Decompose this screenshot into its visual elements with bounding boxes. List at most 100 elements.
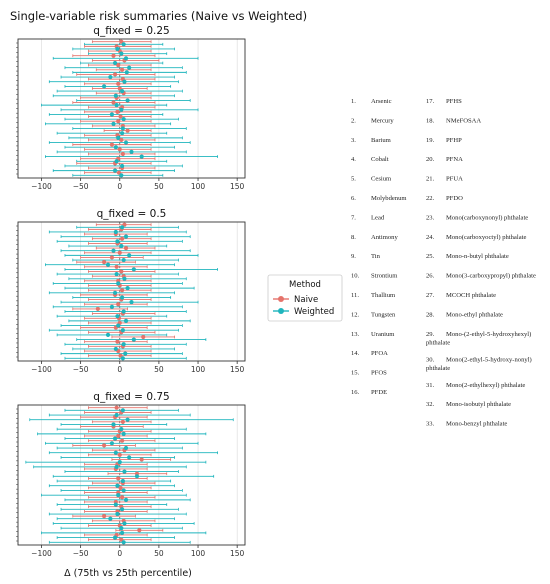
weighted-point: [119, 107, 124, 112]
weighted-point: [112, 60, 118, 66]
x-tick-label: 150: [230, 549, 245, 558]
weighted-point: [115, 314, 120, 319]
key-variable-name: Cesium: [371, 176, 392, 183]
key-variable-name: PFOS: [371, 370, 387, 377]
naive-point: [139, 457, 144, 462]
key-variable-name: Mono(carboxyoctyl) phthalate: [446, 234, 526, 241]
weighted-point: [123, 140, 129, 145]
weighted-point: [124, 70, 129, 75]
weighted-point: [120, 295, 125, 300]
naive-point: [109, 255, 115, 260]
key-variable-name: Mono(2-ethyl-5-hydroxy-nonyl): [446, 356, 532, 363]
naive-point: [102, 260, 107, 265]
legend-weighted-label: Weighted: [294, 307, 334, 317]
x-tick-label: 0: [117, 182, 122, 191]
weighted-point: [120, 163, 125, 169]
key-number: 16.: [351, 389, 360, 396]
weighted-point: [120, 478, 125, 484]
key-number: 22.: [426, 195, 435, 202]
naive-point: [117, 147, 122, 152]
naive-point: [115, 109, 120, 114]
naive-point: [119, 137, 124, 143]
key-number: 21.: [426, 176, 435, 183]
key-number: 8.: [351, 234, 356, 241]
key-number: 18.: [426, 117, 435, 124]
weighted-point: [108, 516, 113, 521]
key-number: 24.: [426, 234, 435, 241]
key-number: 27.: [426, 292, 435, 299]
weighted-point: [120, 88, 125, 94]
weighted-point: [113, 502, 118, 507]
weighted-point: [122, 521, 127, 526]
key-number: 32.: [426, 401, 435, 408]
key-number: 2.: [351, 117, 356, 124]
weighted-point: [121, 342, 126, 347]
weighted-point: [114, 412, 119, 418]
x-tick-label: 100: [191, 182, 206, 191]
key-variable-name: PFDO: [446, 195, 463, 202]
naive-point: [112, 72, 118, 77]
naive-point: [116, 433, 121, 439]
key-variable-name: PFOA: [371, 350, 388, 357]
key-variable-name: NMeFOSAA: [446, 117, 481, 124]
variable-key: 1. Arsenic 2. Mercury 3. Barium 4. Cobalt 5. Cesi…: [351, 98, 536, 428]
key-variable-name: Mono(carboxynonyl) phthalate: [446, 214, 528, 221]
key-variable-name: Mono-n-butyl phthalate: [446, 253, 509, 260]
naive-point: [120, 419, 125, 424]
weighted-point: [114, 464, 119, 469]
x-tick-label: −100: [31, 549, 52, 558]
key-number: 33.: [426, 421, 435, 428]
naive-point: [120, 236, 125, 241]
key-variable-name: Tungsten: [371, 311, 396, 318]
key-number: 13.: [351, 331, 360, 338]
weighted-point: [111, 121, 116, 126]
naive-point: [120, 495, 125, 500]
key-number: 23.: [426, 214, 435, 221]
weighted-point: [120, 225, 125, 230]
weighted-point: [119, 173, 124, 178]
plot-frame: [17, 404, 246, 546]
naive-point: [116, 119, 121, 124]
weighted-point: [120, 328, 125, 333]
legend-title: Method: [289, 280, 321, 290]
weighted-point: [129, 149, 134, 155]
weighted-point: [108, 74, 113, 80]
x-tick-label: −50: [73, 549, 89, 558]
weighted-point: [114, 271, 119, 277]
key-variable-name: Strontium: [371, 273, 398, 280]
key-variable-name: Barium: [371, 137, 392, 144]
x-axis-label: Δ (75th vs 25th percentile): [64, 568, 192, 579]
key-number: 19.: [426, 137, 435, 144]
key-variable-name: MCOCH phthalate: [446, 292, 496, 299]
key-variable-name: Tin: [371, 253, 381, 260]
weighted-point: [127, 65, 132, 70]
weighted-point: [123, 234, 129, 239]
weighted-point: [121, 117, 126, 122]
key-number: 5.: [351, 176, 356, 183]
weighted-point: [123, 445, 129, 451]
naive-point: [120, 288, 125, 293]
naive-point: [95, 306, 100, 312]
naive-point: [118, 114, 123, 119]
weighted-point: [112, 168, 118, 173]
legend: Method Naive Weighted: [267, 274, 343, 322]
weighted-point: [120, 126, 125, 131]
weighted-point: [125, 417, 130, 422]
x-tick-label: 100: [191, 365, 206, 374]
weighted-point: [121, 257, 126, 263]
key-variable-name: Mono(3-carboxypropyl) phthalate: [446, 273, 536, 280]
naive-point: [137, 528, 142, 533]
weighted-point: [119, 526, 124, 531]
naive-point: [114, 264, 119, 269]
weighted-point: [113, 346, 118, 352]
naive-point: [125, 128, 130, 133]
weighted-point: [123, 497, 129, 502]
key-number: 7.: [351, 214, 356, 221]
naive-point: [102, 443, 107, 448]
x-tick-label: −100: [31, 365, 52, 374]
key-number: 4.: [351, 156, 356, 163]
naive-point: [123, 245, 129, 251]
weighted-point: [122, 469, 127, 474]
key-number: 17.: [426, 98, 435, 105]
weighted-point: [127, 253, 132, 258]
